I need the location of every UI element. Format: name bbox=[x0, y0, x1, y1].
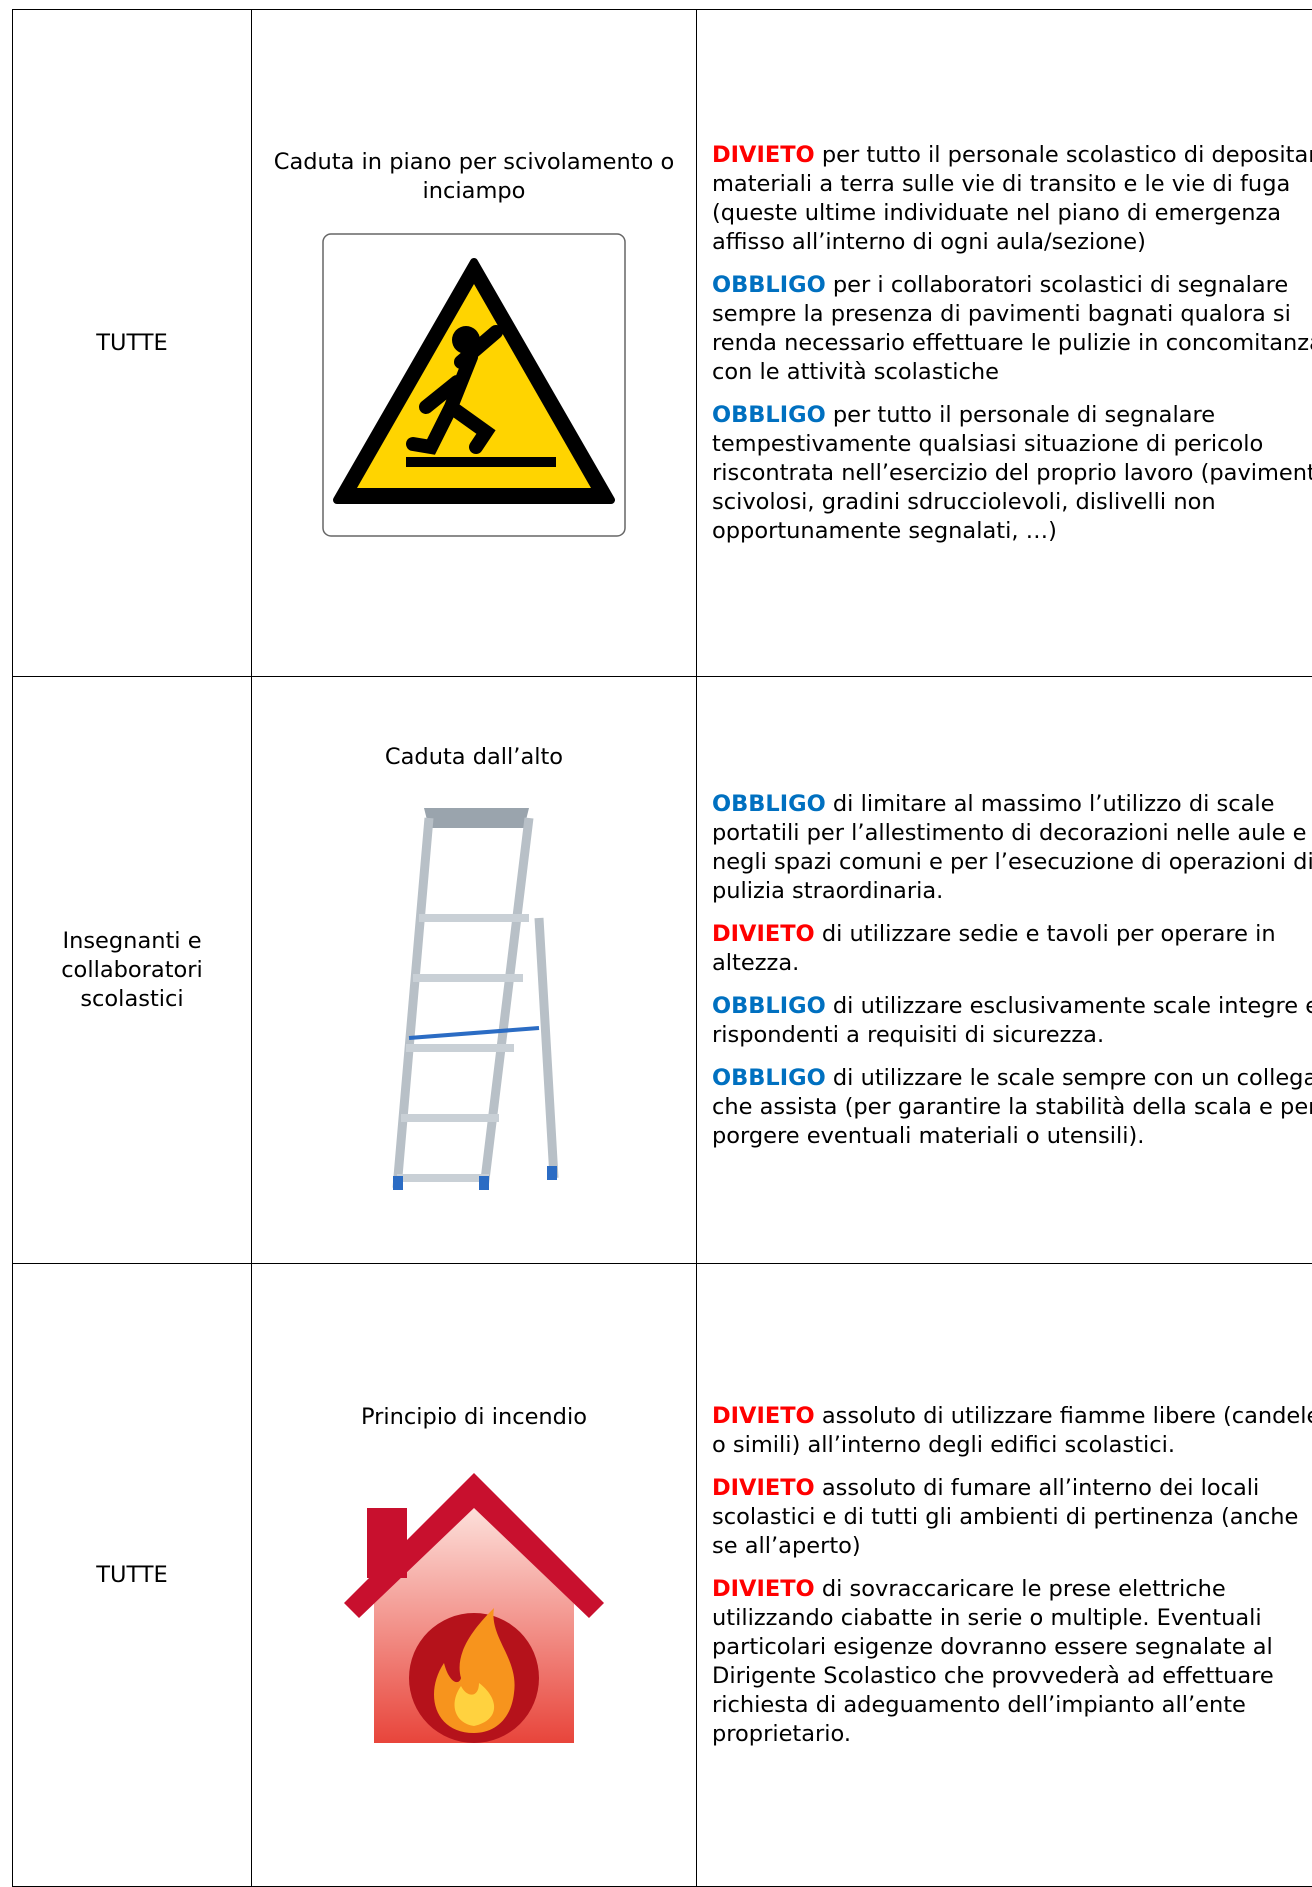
worker-group: TUTTE bbox=[13, 10, 252, 677]
measure: OBBLIGO di utilizzare le scale sempre co… bbox=[712, 1064, 1312, 1151]
measure-keyword: OBBLIGO bbox=[712, 272, 826, 298]
measure: DIVIETO per tutto il personale scolastic… bbox=[712, 141, 1312, 257]
hazard-title: Caduta dall’alto bbox=[253, 743, 695, 772]
measure-keyword: OBBLIGO bbox=[712, 1065, 826, 1091]
measure: OBBLIGO per tutto il personale di segnal… bbox=[712, 401, 1312, 546]
ladder-icon bbox=[389, 798, 559, 1198]
measure: DIVIETO di utilizzare sedie e tavoli per… bbox=[712, 920, 1312, 978]
measure-keyword: DIVIETO bbox=[712, 921, 815, 947]
measure-keyword: OBBLIGO bbox=[712, 791, 826, 817]
measures-cell: OBBLIGO di limitare al massimo l’utilizz… bbox=[697, 677, 1312, 1264]
measure: DIVIETO di sovraccaricare le prese elett… bbox=[712, 1575, 1312, 1749]
measure-keyword: OBBLIGO bbox=[712, 402, 826, 428]
measure-keyword: OBBLIGO bbox=[712, 993, 826, 1019]
measures-cell: DIVIETO assoluto di utilizzare fiamme li… bbox=[697, 1264, 1312, 1887]
hazard-title: Caduta in piano per scivolamento o incia… bbox=[253, 148, 695, 206]
measure: DIVIETO assoluto di utilizzare fiamme li… bbox=[712, 1402, 1312, 1460]
measure-keyword: DIVIETO bbox=[712, 1475, 815, 1501]
fire-house-icon bbox=[339, 1458, 609, 1748]
measure: OBBLIGO di limitare al massimo l’utilizz… bbox=[712, 790, 1312, 906]
worker-group: Insegnanti e collaboratori scolastici bbox=[13, 677, 252, 1264]
slip-warning-icon bbox=[321, 232, 627, 538]
measure-keyword: DIVIETO bbox=[712, 1403, 815, 1429]
measure-keyword: DIVIETO bbox=[712, 142, 815, 168]
measures-cell: DIVIETO per tutto il personale scolastic… bbox=[697, 10, 1312, 677]
hazard-cell: Principio di incendio bbox=[252, 1264, 697, 1887]
measure: OBBLIGO per i collaboratori scolastici d… bbox=[712, 271, 1312, 387]
measure: OBBLIGO di utilizzare esclusivamente sca… bbox=[712, 992, 1312, 1050]
hazard-cell: Caduta dall’alto bbox=[252, 677, 697, 1264]
worker-group: TUTTE bbox=[13, 1264, 252, 1887]
hazard-title: Principio di incendio bbox=[253, 1403, 695, 1432]
hazard-cell: Caduta in piano per scivolamento o incia… bbox=[252, 10, 697, 677]
measure-keyword: DIVIETO bbox=[712, 1576, 815, 1602]
measure: DIVIETO assoluto di fumare all’interno d… bbox=[712, 1474, 1312, 1561]
